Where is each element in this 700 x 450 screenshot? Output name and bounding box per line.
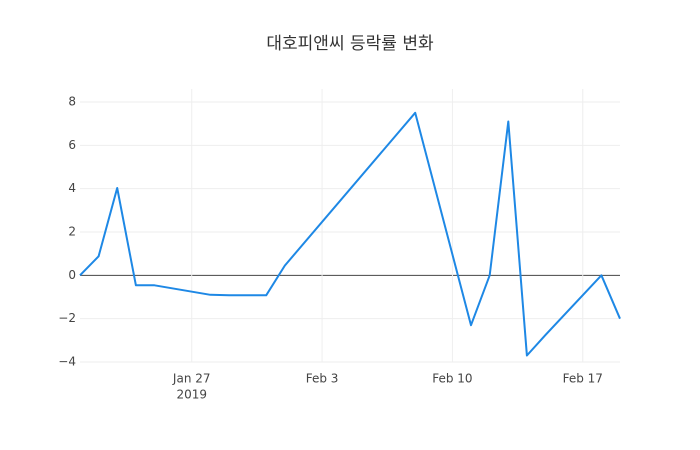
y-tick-label: 2 xyxy=(68,225,76,239)
chart-title: 대호피앤씨 등락률 변화 xyxy=(266,34,434,54)
x-tick-label: 2019 xyxy=(176,388,207,402)
y-tick-label: −4 xyxy=(58,355,76,369)
x-tick-label: Jan 27 xyxy=(172,372,211,386)
x-tick-label: Feb 17 xyxy=(563,372,603,386)
y-tick-label: 4 xyxy=(68,181,76,195)
y-tick-label: 8 xyxy=(68,95,76,109)
y-tick-label: −2 xyxy=(58,311,76,325)
y-tick-label: 0 xyxy=(68,268,76,282)
line xyxy=(79,111,621,357)
y-tick-label: 6 xyxy=(68,138,76,152)
x-tick-label: Feb 10 xyxy=(432,372,472,386)
x-tick-label: Feb 3 xyxy=(306,372,339,386)
